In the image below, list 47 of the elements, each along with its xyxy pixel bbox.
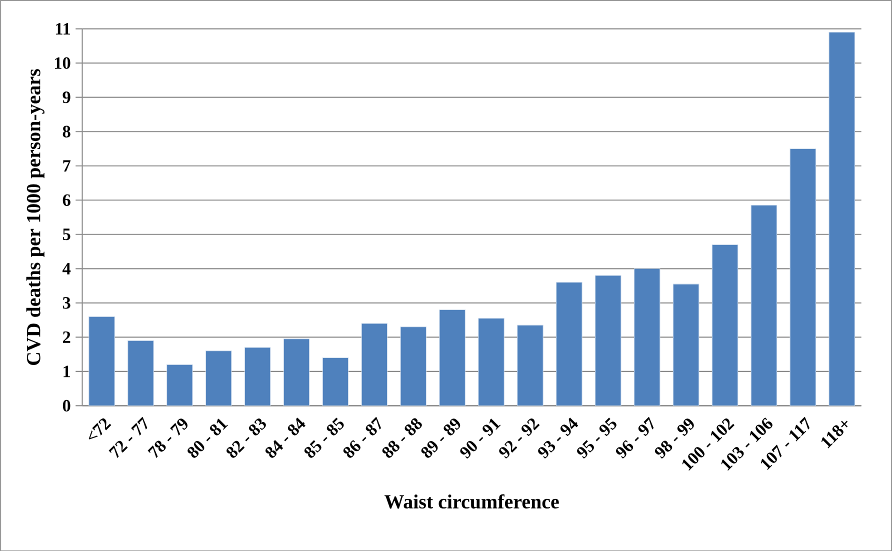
x-tick-label: 86 - 87: [343, 416, 382, 458]
x-tick-label: 82 - 83: [226, 418, 266, 458]
bar: [634, 268, 660, 406]
bar: [284, 338, 310, 406]
bar: [751, 205, 777, 406]
bar: [595, 275, 621, 406]
bar: [439, 310, 466, 406]
x-tick-label: <72: [88, 418, 112, 440]
x-axis-title: Waist circumference: [384, 494, 559, 508]
bar: [400, 326, 426, 406]
bar: [478, 318, 504, 406]
y-tick-label: 0: [62, 400, 70, 412]
x-tick-label: 78 - 79: [148, 418, 188, 458]
x-tick-label: 80 - 81: [188, 418, 228, 458]
x-tick-label: 89 - 89: [421, 418, 460, 458]
bar: [790, 148, 816, 406]
y-tick-label: 1: [64, 366, 70, 377]
x-tick-label: 88 - 88: [382, 418, 422, 458]
bar: [556, 282, 582, 406]
bar: [88, 316, 115, 406]
y-tick-label: 9: [62, 91, 70, 103]
y-tick-label: 5: [62, 228, 70, 240]
y-tick-label: 11: [56, 22, 70, 34]
y-tick-label: 2: [62, 331, 70, 343]
bar: [244, 347, 270, 406]
bar: [673, 284, 699, 406]
bar: [362, 323, 388, 406]
bar: [712, 244, 738, 406]
y-tick-label: 4: [62, 262, 71, 274]
bar: [828, 32, 855, 406]
x-tick-label: 84 - 84: [266, 417, 306, 458]
bar: [206, 350, 232, 406]
x-tick-label: 118+: [821, 420, 848, 448]
y-tick-label: 7: [63, 160, 70, 172]
y-tick-label: 6: [62, 194, 70, 206]
x-tick-label: 96 - 97: [616, 416, 654, 458]
bar: [128, 340, 154, 406]
bar: [517, 324, 544, 406]
x-tick-label: 95 - 95: [577, 417, 616, 458]
y-tick-label: 3: [62, 296, 70, 309]
y-tick-label: 8: [62, 126, 70, 138]
bar: [322, 358, 348, 406]
x-tick-label: 85 - 85: [304, 417, 344, 458]
x-tick-label: 93 - 94: [538, 417, 578, 458]
bar: [166, 364, 193, 406]
y-tick-label: 10: [54, 57, 70, 69]
y-axis-title: CVD deaths per 1000 person-years: [26, 68, 44, 365]
